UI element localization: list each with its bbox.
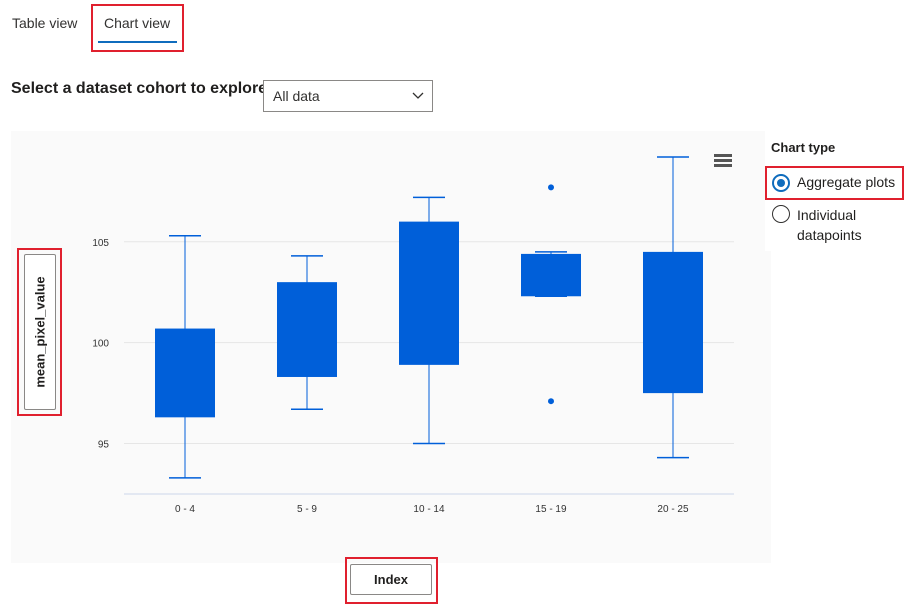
y-tick-label: 100 [92, 339, 109, 350]
x-tick-label: 5 - 9 [297, 504, 317, 515]
radio-individual-datapoints[interactable]: Individual datapoints [772, 205, 877, 245]
chevron-down-icon [412, 92, 424, 99]
x-axis-selector-button[interactable]: Index [350, 564, 432, 595]
radio-checked-icon [772, 174, 790, 192]
radio-individual-label: Individual datapoints [797, 207, 862, 243]
x-tick-label: 10 - 14 [413, 504, 445, 515]
radio-aggregate-label: Aggregate plots [797, 174, 896, 190]
box-2 [399, 221, 459, 365]
cohort-label: Select a dataset cohort to explore [11, 80, 268, 97]
box-4 [643, 251, 703, 394]
highlight-box-tab [91, 4, 184, 52]
chart-type-panel [765, 131, 918, 251]
chart-type-label: Chart type [771, 140, 836, 155]
x-tick-label: 0 - 4 [175, 504, 195, 515]
highlight-box-x-axis [345, 557, 438, 604]
y-tick-label: 95 [98, 440, 110, 451]
cohort-dropdown[interactable]: All data [263, 80, 433, 112]
active-tab-indicator [98, 41, 177, 43]
box-1 [277, 282, 337, 377]
box-0 [155, 328, 215, 418]
chart-panel: 95 100 105 0 - 4 5 - 9 10 - 14 15 - 19 20 - 25 [11, 131, 771, 563]
x-tick-label: 15 - 19 [535, 504, 567, 515]
highlight-box-y-axis [17, 248, 62, 416]
x-tick-label: 20 - 25 [657, 504, 689, 515]
tab-table-view[interactable]: Table view [12, 15, 78, 31]
y-tick-label: 105 [92, 238, 109, 249]
radio-unchecked-icon [772, 205, 790, 223]
outlier-point [548, 398, 554, 405]
chart-menu-icon[interactable] [714, 154, 732, 167]
cohort-selected-value: All data [273, 88, 320, 104]
radio-aggregate-plots[interactable]: Aggregate plots [772, 174, 895, 192]
tab-chart-view[interactable]: Chart view [104, 15, 171, 31]
highlight-box-chart-type [765, 166, 904, 200]
outlier-point [548, 184, 554, 191]
y-axis-selector-button[interactable]: mean_pixel_value [24, 254, 56, 410]
box-3 [521, 253, 581, 297]
box-plot-chart: 95 100 105 0 - 4 5 - 9 10 - 14 15 - 19 20 - 25 [92, 156, 734, 515]
